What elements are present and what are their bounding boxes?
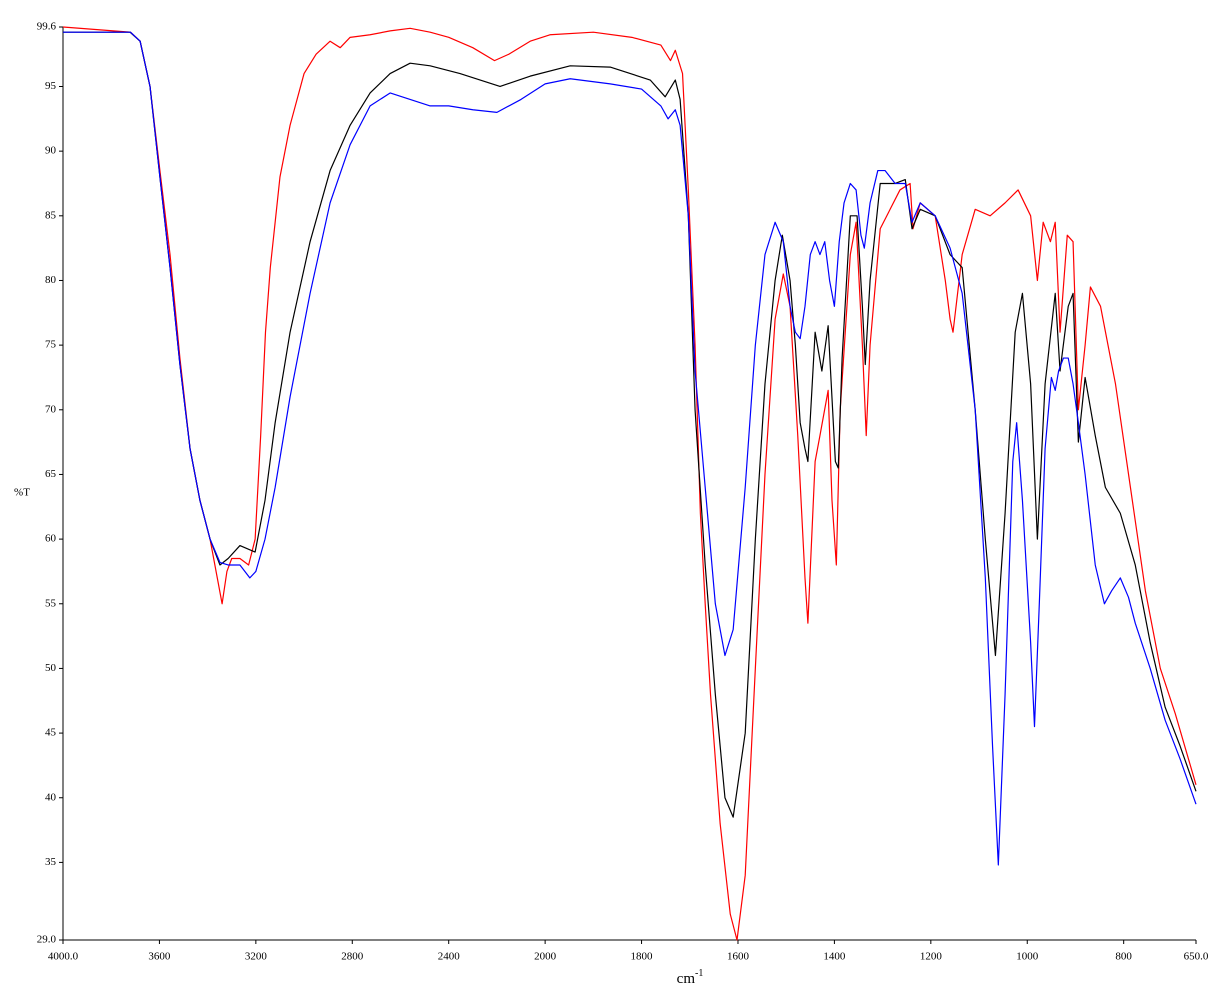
x-tick-label: 800 — [1115, 951, 1132, 963]
y-tick-label: 55 — [45, 597, 57, 609]
spectrum-line — [63, 31, 1197, 818]
y-tick-label: 40 — [45, 791, 57, 803]
x-tick-label: 1000 — [1016, 951, 1039, 963]
spectrum-line — [62, 26, 1197, 941]
x-axis-title-superscript: -1 — [695, 968, 703, 979]
x-tick-label: 3600 — [148, 951, 171, 963]
x-tick-label: 2800 — [341, 951, 364, 963]
x-tick-label: 1200 — [920, 951, 943, 963]
x-tick-label: 3200 — [245, 951, 268, 963]
y-tick-label: 60 — [45, 533, 57, 545]
y-tick-label: 75 — [45, 339, 57, 351]
y-tick-label: 65 — [45, 468, 57, 480]
x-tick-label: 1600 — [727, 951, 750, 963]
y-tick-label: 99.6 — [37, 21, 57, 33]
y-tick-label: 45 — [45, 727, 57, 739]
x-tick-label: 2000 — [534, 951, 557, 963]
x-tick-label: 1400 — [823, 951, 846, 963]
y-tick-label: 29.0 — [37, 934, 57, 946]
x-tick-label: 1800 — [631, 951, 654, 963]
y-tick-label: 50 — [45, 662, 57, 674]
x-tick-label: 4000.0 — [48, 951, 79, 963]
y-tick-label: 90 — [45, 145, 57, 157]
x-axis-title: cm-1 — [677, 968, 704, 987]
x-tick-label: 2400 — [438, 951, 461, 963]
y-tick-label: 85 — [45, 209, 57, 221]
x-axis-title-main: cm — [677, 971, 696, 987]
y-tick-label: 95 — [45, 80, 57, 92]
y-tick-label: 70 — [45, 403, 57, 415]
y-tick-label: 80 — [45, 274, 57, 286]
x-tick-label: 650.0 — [1184, 951, 1209, 963]
y-axis-title: %T — [14, 487, 30, 499]
y-tick-label: 35 — [45, 856, 57, 868]
spectrum-line — [63, 31, 1197, 866]
